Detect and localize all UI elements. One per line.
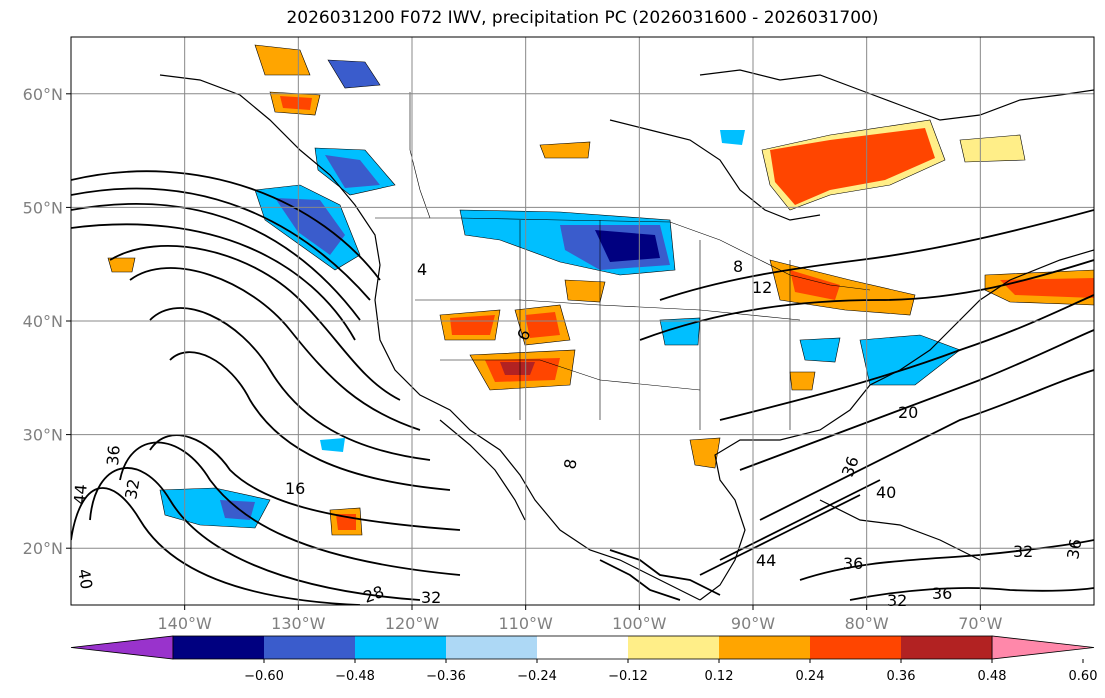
- lon-tick-label: 70°W: [958, 614, 1002, 633]
- contour-label: 44: [70, 483, 91, 505]
- contour-label: 40: [74, 567, 96, 590]
- colorbar-tick-label: 0.24: [796, 669, 825, 684]
- colorbar-segment: [719, 636, 810, 659]
- colorbar-tick-label: 0.36: [887, 669, 916, 684]
- contour-label: 40: [876, 483, 896, 502]
- map-frame: [70, 36, 1095, 606]
- contour-label: 32: [1013, 542, 1033, 561]
- contour-label: 4: [417, 260, 427, 279]
- colorbar-segment: [628, 636, 719, 659]
- lon-tick-label: 100°W: [612, 614, 667, 633]
- colorbar-segment: [901, 636, 992, 659]
- gridlines: [71, 37, 1094, 605]
- contour-label: 16: [285, 479, 305, 498]
- lon-tick-label: 140°W: [157, 614, 212, 633]
- contour-label: 32: [421, 588, 441, 607]
- colorbar-segment: [264, 636, 355, 659]
- colorbar-tick-label: −0.36: [426, 669, 466, 684]
- lat-tick-label: 20°N: [23, 539, 63, 558]
- colorbar-outline: [172, 635, 993, 660]
- contour-label: 20: [898, 403, 918, 422]
- precipitation-field: [107, 44, 1094, 536]
- colorbar-segment: [355, 636, 446, 659]
- map-title: 2026031200 F072 IWV, precipitation PC (2…: [286, 8, 879, 28]
- lon-tick-label: 90°W: [731, 614, 775, 633]
- colorbar-segment: [173, 636, 264, 659]
- colorbar: −0.60 −0.48 −0.36 −0.24 −0.12 0.12 0.24 0.36 0.4…: [70, 635, 1098, 684]
- lon-tick-label: 130°W: [271, 614, 326, 633]
- colorbar-extend-low: [70, 635, 174, 660]
- colorbar-segment: [537, 636, 628, 659]
- lon-tick-label: 110°W: [498, 614, 553, 633]
- lon-tick-label: 80°W: [845, 614, 889, 633]
- colorbar-segment: [810, 636, 901, 659]
- contour-label: 36: [843, 554, 863, 573]
- contour-label: 36: [932, 584, 952, 603]
- contour-label: 8: [733, 257, 743, 276]
- contour-label: 32: [887, 591, 907, 610]
- colorbar-extend-high: [991, 635, 1095, 660]
- contour-label: 36: [1063, 537, 1085, 560]
- lat-tick-label: 40°N: [23, 312, 63, 331]
- axis-ticks: 140°W 130°W 120°W 110°W 100°W 90°W 80°W 70°W 60°…: [23, 85, 1003, 633]
- colorbar-segment: [446, 636, 537, 659]
- contour-label: 32: [121, 477, 143, 500]
- lat-tick-label: 50°N: [23, 198, 63, 217]
- colorbar-tick-label: 0.48: [978, 669, 1007, 684]
- contour-label: 8: [560, 457, 580, 470]
- colorbar-tick-label: 0.12: [705, 669, 734, 684]
- colorbar-tick-label: −0.24: [517, 669, 557, 684]
- colorbar-tick-label: 0.60: [1069, 669, 1098, 684]
- iwv-contours: [71, 170, 1094, 605]
- contour-label: 12: [752, 278, 772, 297]
- lon-tick-label: 120°W: [385, 614, 440, 633]
- contour-label: 36: [103, 444, 124, 466]
- colorbar-tick-label: −0.60: [244, 669, 284, 684]
- colorbar-tick-label: −0.48: [335, 669, 375, 684]
- lat-tick-label: 60°N: [23, 85, 63, 104]
- lat-tick-label: 30°N: [23, 426, 63, 445]
- contour-label: 44: [756, 551, 776, 570]
- colorbar-tick-label: −0.12: [608, 669, 648, 684]
